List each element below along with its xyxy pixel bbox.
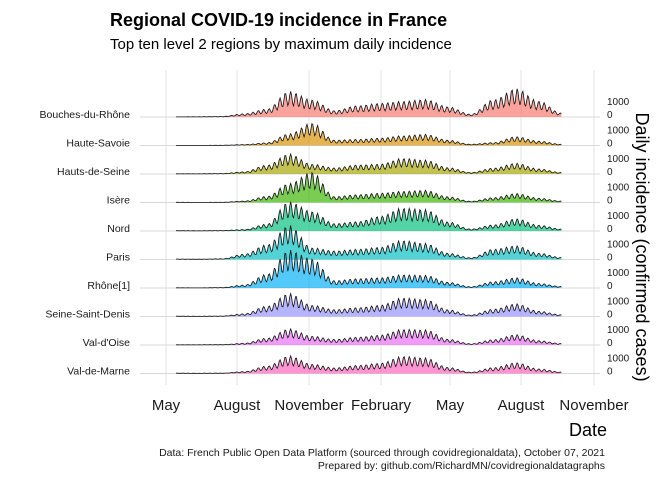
- region-label: Haute-Savoie: [66, 138, 130, 150]
- ridge-area: [176, 250, 562, 288]
- y-tick-0: 0: [607, 281, 613, 292]
- ridge-series-line: [175, 225, 562, 260]
- ridge-area: [176, 328, 562, 345]
- ridge-area: [176, 201, 562, 231]
- region-label: Hauts-de-Seine: [57, 166, 130, 178]
- ridge-series-line: [176, 122, 562, 146]
- ridge-series-line: [175, 292, 562, 317]
- x-tick-label: November: [274, 397, 343, 414]
- ridge-series-line: [175, 354, 562, 374]
- x-tick-label: November: [559, 397, 628, 414]
- chart-title: Regional COVID-19 incidence in France: [110, 10, 447, 30]
- region-label: Nord: [107, 223, 130, 235]
- y-tick-1000: 1000: [607, 126, 630, 137]
- region-labels: Bouches-du-Rhône Haute-Savoie Hauts-de-Sei…: [40, 109, 131, 378]
- caption-prepared-by: Prepared by: github.com/RichardMN/covidr…: [318, 460, 605, 472]
- y-tick-1000: 1000: [607, 183, 630, 194]
- ridge-series-line: [176, 152, 562, 175]
- region-label: Isère: [107, 195, 131, 207]
- x-tick-label: August: [498, 397, 546, 414]
- x-axis-title: Date: [569, 420, 607, 440]
- ridge-series-line: [176, 327, 562, 346]
- y-tick-0: 0: [607, 167, 613, 178]
- x-tick-label: May: [436, 397, 465, 414]
- y-axis-title: Daily incidence (confirmed cases): [632, 112, 652, 381]
- y-tick-1000: 1000: [607, 354, 630, 365]
- y-tick-0: 0: [607, 338, 613, 349]
- y-tick-0: 0: [607, 196, 613, 207]
- ridge-series-line: [176, 88, 562, 118]
- x-tick-label: February: [351, 397, 412, 414]
- y-tick-0: 0: [607, 367, 613, 378]
- ridge-series-line: [176, 250, 562, 289]
- y-tick-1000: 1000: [607, 325, 630, 336]
- y-tick-1000: 1000: [607, 211, 630, 222]
- region-label: Bouches-du-Rhône: [40, 109, 131, 121]
- y-tick-1000: 1000: [607, 297, 630, 308]
- caption-source: Data: French Public Open Data Platform (…: [159, 447, 605, 459]
- x-tick-label: August: [214, 397, 262, 414]
- ridge-area: [176, 88, 562, 117]
- y-tick-1000: 1000: [607, 154, 630, 165]
- ridge-area: [176, 123, 562, 146]
- ridge-area: [176, 293, 562, 317]
- ridge-area: [176, 172, 562, 203]
- ridge-area: [176, 355, 562, 374]
- region-label: Val-d'Oise: [83, 337, 130, 349]
- y-tick-0: 0: [607, 310, 613, 321]
- region-label: Rhône[1]: [87, 280, 130, 292]
- region-label: Seine-Saint-Denis: [45, 309, 130, 321]
- y-tick-0: 0: [607, 110, 613, 121]
- ridgelines: [175, 88, 562, 374]
- y-tick-0: 0: [607, 139, 613, 150]
- y-tick-1000: 1000: [607, 240, 630, 251]
- y-tick-1000: 1000: [607, 97, 630, 108]
- y-tick-labels: 0 1000 0 1000 0 1000 0 1000 0 1000 0 1000 0 1000 0 1000…: [607, 97, 630, 378]
- region-label: Val-de-Marne: [67, 366, 130, 378]
- region-label: Paris: [106, 252, 130, 264]
- ridge-series-line: [175, 201, 562, 232]
- y-tick-0: 0: [607, 253, 613, 264]
- chart-subtitle: Top ten level 2 regions by maximum daily…: [110, 36, 452, 53]
- x-tick-label: May: [152, 397, 181, 414]
- ridge-area: [176, 154, 562, 174]
- y-tick-0: 0: [607, 224, 613, 235]
- x-tick-labels: May August November February May August Novemb…: [152, 397, 629, 414]
- y-tick-1000: 1000: [607, 268, 630, 279]
- ridge-series-line: [176, 171, 562, 203]
